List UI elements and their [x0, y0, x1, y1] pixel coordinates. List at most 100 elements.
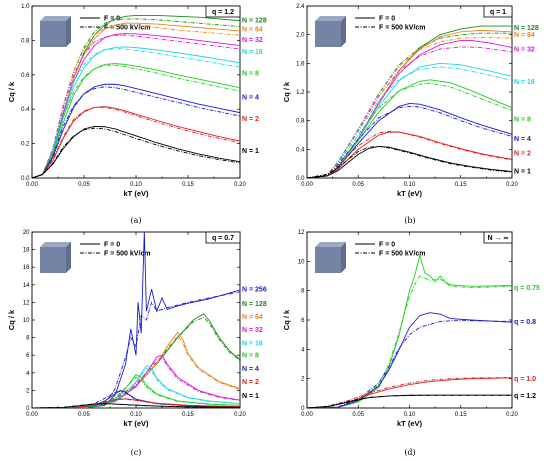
y-tick-label: 6 [26, 353, 30, 359]
parameter-label: q = 0.7 [212, 235, 234, 242]
x-tick-label: 0.20 [234, 412, 246, 418]
chart-panel-d: 0.00 0.05 0.10 0.15 0.20 0 2 4 6 8 10 12 kT (eV) Cq /… [282, 230, 540, 457]
x-tick-label: 0.05 [352, 412, 364, 418]
series-line-solid [307, 131, 512, 178]
series-label: N = 4 [242, 95, 259, 102]
y-tick-label: 1.2 [296, 90, 305, 96]
chart-panel-a: 0.00 0.05 0.10 0.15 0.20 0.0 0.2 0.4 0.6 0.8 1.0 kT… [7, 4, 267, 225]
series-line-solid [32, 46, 240, 178]
series-line-dashed [307, 320, 512, 408]
series-label: N = 32 [242, 327, 263, 334]
series-label: N = 8 [242, 71, 259, 78]
series-line-dashed [32, 48, 240, 178]
series-line-solid [307, 39, 512, 178]
legend-label: F = 500 kV/cm [379, 25, 426, 32]
panel-caption: (a) [130, 216, 141, 225]
y-tick-label: 0.2 [21, 142, 30, 148]
x-tick-label: 0.15 [182, 182, 194, 188]
legend-label: F = 500 kV/cm [104, 251, 151, 258]
y-tick-label: 2 [26, 388, 30, 394]
panel-caption: (c) [131, 448, 142, 457]
cube-icon [315, 16, 346, 47]
series-line-solid [32, 63, 240, 178]
series-label: N = 8 [242, 353, 259, 360]
x-tick-label: 0.10 [404, 182, 416, 188]
parameter-box [205, 5, 241, 18]
y-axis-label: Cq / k [282, 81, 291, 102]
x-tick-label: 0.00 [301, 412, 313, 418]
series-line-dashed [32, 64, 240, 178]
series-line-solid [32, 331, 240, 408]
legend-label: F = 0 [379, 242, 395, 249]
panel-caption: (b) [404, 216, 415, 225]
series-line-dashed [32, 24, 240, 178]
y-tick-label: 1.0 [21, 4, 30, 10]
x-tick-label: 0.20 [234, 182, 246, 188]
x-tick-label: 0.05 [78, 412, 90, 418]
panel-caption: (d) [404, 448, 415, 457]
series-label: N = 1 [514, 168, 531, 175]
series-label: N = 1 [242, 393, 259, 400]
y-tick-label: 4 [26, 371, 30, 377]
series-line-dashed [307, 146, 512, 178]
x-axis-label: kT (eV) [123, 419, 149, 428]
series-label: q = 0.75 [514, 285, 540, 292]
x-tick-label: 0.15 [455, 412, 467, 418]
series-label: N = 2 [514, 150, 531, 157]
y-tick-label: 0.4 [296, 147, 305, 153]
parameter-box [205, 231, 241, 244]
x-tick-label: 0.10 [404, 412, 416, 418]
series-line-solid [32, 125, 240, 178]
series-label: N = 32 [242, 37, 263, 44]
y-tick-label: 0.0 [296, 176, 305, 182]
series-line-dashed [32, 316, 240, 408]
series-line-dashed [32, 127, 240, 178]
series-line-solid [307, 377, 512, 408]
y-tick-label: 0.8 [21, 38, 30, 44]
y-axis-label: Cq / k [7, 309, 16, 330]
y-tick-label: 1.6 [296, 61, 305, 67]
y-tick-label: 12 [23, 300, 30, 306]
series-line-solid [307, 62, 512, 178]
y-tick-label: 10 [23, 318, 30, 324]
series-label: N = 4 [242, 366, 259, 373]
series-line-dashed [32, 335, 240, 408]
x-axis-label: kT (eV) [123, 189, 149, 198]
parameter-label: q = 1 [490, 9, 506, 16]
series-line-dashed [32, 398, 240, 408]
series-line-dashed [307, 105, 512, 178]
series-line-dashed [307, 37, 512, 178]
y-tick-label: 16 [23, 265, 30, 271]
parameter-box [483, 231, 513, 244]
y-tick-label: 12 [298, 230, 305, 236]
series-line-dashed [32, 390, 240, 408]
y-axis-label: Cq / k [7, 81, 16, 102]
y-tick-label: 0.0 [21, 176, 30, 182]
series-line-dashed [32, 86, 240, 178]
series-label: N = 64 [514, 32, 535, 39]
series-label: N = 128 [242, 301, 267, 308]
x-tick-label: 0.05 [78, 182, 90, 188]
series-line-dashed [307, 82, 512, 178]
series-line-dashed [32, 107, 240, 178]
chart-panel-b: 0.00 0.05 0.10 0.15 0.20 0.0 0.4 0.8 1.2 1.6 2.0 2.… [282, 4, 539, 225]
series-line-solid [307, 79, 512, 178]
series-label: N = 32 [514, 47, 535, 54]
y-tick-label: 0.6 [21, 73, 30, 79]
x-axis-label: kT (eV) [397, 189, 423, 198]
y-tick-label: 14 [23, 283, 30, 289]
series-label: q = 0.8 [514, 319, 536, 326]
series-line-solid [32, 106, 240, 178]
parameter-box [483, 5, 513, 18]
x-axis-label: kT (eV) [397, 419, 423, 428]
series-line-dashed [307, 394, 512, 408]
series-line-dashed [32, 367, 240, 408]
series-label: N = 2 [242, 379, 259, 386]
series-label: q = 1.2 [514, 393, 536, 400]
x-tick-label: 0.05 [352, 182, 364, 188]
x-tick-label: 0.00 [26, 182, 38, 188]
y-tick-label: 0 [26, 406, 30, 412]
x-tick-label: 0.00 [26, 412, 38, 418]
y-tick-label: 0 [301, 406, 305, 412]
